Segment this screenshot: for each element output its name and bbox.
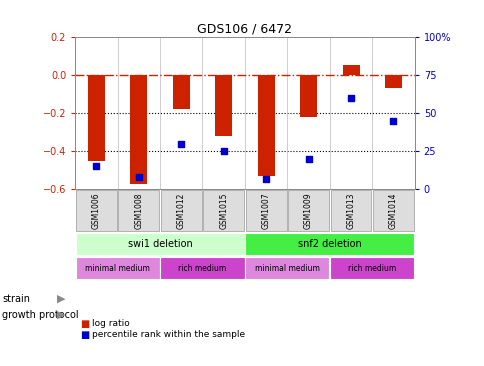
FancyBboxPatch shape [203,190,243,231]
Point [219,148,227,154]
Text: growth protocol: growth protocol [2,310,79,320]
Text: GSM1007: GSM1007 [261,193,270,229]
FancyBboxPatch shape [372,190,413,231]
FancyBboxPatch shape [76,233,244,255]
Text: minimal medium: minimal medium [85,264,150,273]
Text: GSM1008: GSM1008 [134,193,143,229]
FancyBboxPatch shape [76,257,159,279]
Bar [172,75,189,109]
Text: GSM1006: GSM1006 [91,193,101,229]
FancyBboxPatch shape [330,257,413,279]
Point [304,156,312,162]
Bar [342,65,359,75]
Bar [384,75,401,88]
Text: GSM1015: GSM1015 [219,193,228,229]
Text: GSM1009: GSM1009 [303,193,313,229]
Point [135,174,142,180]
Bar [257,75,274,176]
Text: snf2 deletion: snf2 deletion [297,239,361,249]
Text: GSM1014: GSM1014 [388,193,397,229]
FancyBboxPatch shape [245,190,286,231]
Text: ■: ■ [80,330,89,340]
Bar [300,75,317,117]
Text: ▶: ▶ [57,310,66,320]
Text: swi1 deletion: swi1 deletion [127,239,192,249]
Point [389,117,396,123]
FancyBboxPatch shape [160,257,244,279]
Point [177,141,185,146]
Text: ■: ■ [80,319,89,329]
Bar [215,75,232,136]
Text: rich medium: rich medium [178,264,226,273]
Text: GSM1013: GSM1013 [346,193,355,229]
Title: GDS106 / 6472: GDS106 / 6472 [197,22,292,36]
Point [347,95,354,101]
Text: percentile rank within the sample: percentile rank within the sample [92,330,245,339]
Bar [130,75,147,184]
Text: rich medium: rich medium [348,264,395,273]
FancyBboxPatch shape [161,190,201,231]
FancyBboxPatch shape [245,233,413,255]
Bar [88,75,105,161]
Point [92,164,100,169]
Text: log ratio: log ratio [92,320,130,328]
FancyBboxPatch shape [330,190,371,231]
Text: minimal medium: minimal medium [255,264,319,273]
FancyBboxPatch shape [118,190,159,231]
FancyBboxPatch shape [76,190,117,231]
FancyBboxPatch shape [245,257,329,279]
Text: GSM1012: GSM1012 [176,193,185,229]
Text: strain: strain [2,294,30,304]
Text: ▶: ▶ [57,294,66,304]
Point [262,176,270,182]
FancyBboxPatch shape [287,190,328,231]
